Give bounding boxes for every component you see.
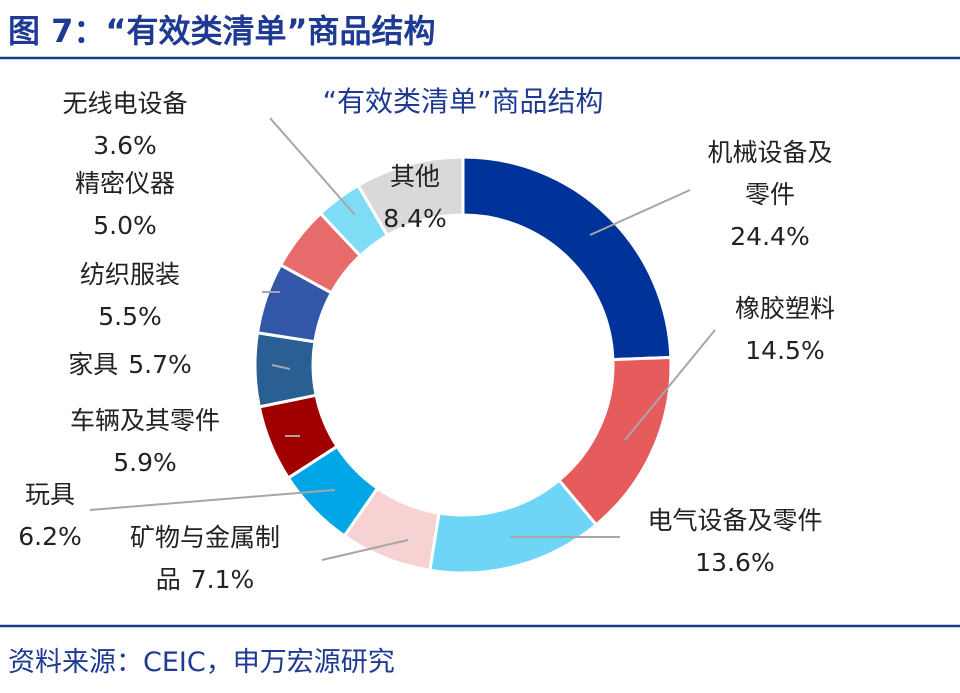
data-label: 机械设备及零件 24.4% (700, 132, 840, 258)
data-label: 橡胶塑料 14.5% (685, 288, 885, 372)
data-label: 矿物与金属制品 7.1% (123, 517, 288, 601)
leader-line (321, 539, 409, 561)
data-label: 其他 8.4% (370, 156, 460, 240)
category-label: 机械设备及零件 (707, 138, 833, 209)
value-label: 13.6% (695, 548, 775, 577)
leader-line (271, 364, 291, 370)
data-label: 无线电设备 3.6% (25, 83, 225, 167)
category-label: 纺织服装 (79, 260, 180, 289)
value-label: 5.0% (93, 211, 157, 240)
value-label: 24.4% (730, 222, 810, 251)
value-label: 5.5% (98, 302, 162, 331)
category-label: 玩具 (24, 480, 75, 509)
value-label: 6.2% (18, 522, 82, 551)
category-label: 电气设备及零件 (647, 506, 823, 535)
category-label: 家具 (68, 350, 119, 379)
donut-slice (356, 155, 465, 238)
data-label: 车辆及其零件 5.9% (35, 400, 255, 484)
page-title: 图 7：“有效类清单”商品结构 (8, 12, 436, 50)
leader-line (89, 489, 336, 511)
leader-line (269, 117, 356, 216)
value-label: 8.4% (383, 204, 447, 233)
category-label: 橡胶塑料 (734, 294, 835, 323)
data-label: 电气设备及零件 13.6% (605, 500, 865, 584)
donut-slice (428, 478, 599, 575)
category-label: 精密仪器 (74, 169, 175, 198)
category-label: 车辆及其零件 (69, 406, 220, 435)
data-label: 精密仪器 5.0% (25, 163, 225, 247)
value-label: 14.5% (745, 336, 825, 365)
data-label: 玩具 6.2% (5, 474, 95, 558)
data-label: 家具 5.7% (0, 344, 260, 386)
data-label: 纺织服装 5.5% (30, 254, 230, 338)
chart-title: “有效类清单”商品结构 (322, 85, 604, 118)
leader-line (624, 329, 716, 441)
value-label: 7.1% (190, 565, 255, 594)
leader-line (589, 189, 691, 236)
value-label: 3.6% (93, 131, 157, 160)
category-label: 无线电设备 (62, 89, 188, 118)
category-label: 其他 (389, 162, 440, 191)
category-label: 矿物与金属制品 (129, 523, 280, 594)
value-label: 5.7% (128, 350, 192, 379)
source: 资料来源：CEIC，申万宏源研究 (8, 647, 395, 678)
donut-slice (253, 331, 318, 409)
donut-slice (461, 155, 673, 362)
value-label: 5.9% (113, 448, 177, 477)
